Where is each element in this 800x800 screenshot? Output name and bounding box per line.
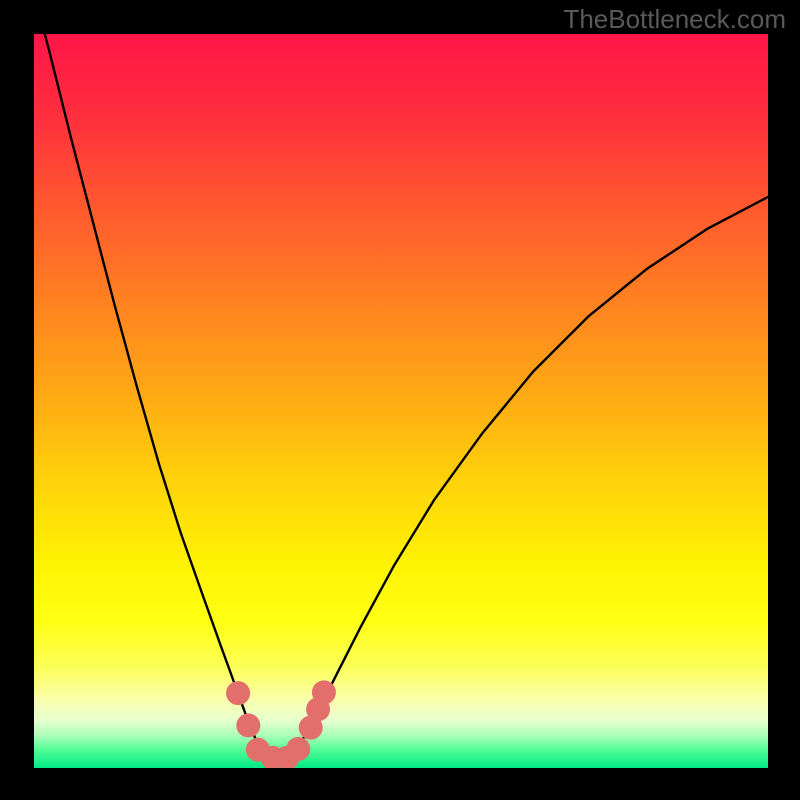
marker-group xyxy=(226,680,336,768)
bottleneck-curve xyxy=(34,34,768,766)
plot-area xyxy=(34,34,768,768)
watermark-text: TheBottleneck.com xyxy=(563,4,786,35)
curve-marker xyxy=(236,713,260,737)
chart-frame: TheBottleneck.com xyxy=(0,0,800,800)
curve-marker xyxy=(312,680,336,704)
chart-svg xyxy=(34,34,768,768)
curve-marker xyxy=(286,737,310,761)
curve-marker xyxy=(226,681,250,705)
